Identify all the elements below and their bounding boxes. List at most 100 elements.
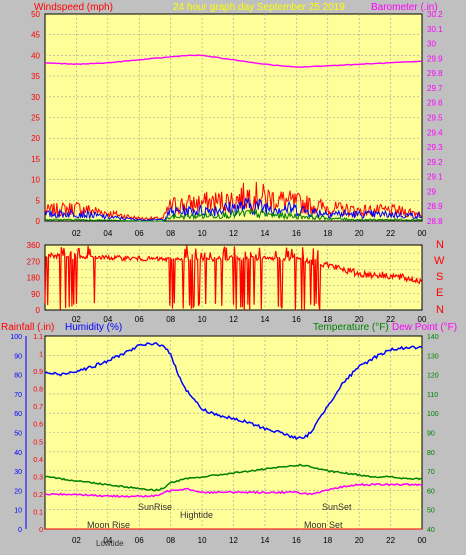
x-tick-label: 16: [292, 315, 301, 324]
direction-series: [44, 245, 423, 310]
x-tick-label: 20: [355, 536, 364, 545]
wind-axis-ticks: 0 5 10 15 20 25 30 35 40 45 50: [31, 10, 40, 226]
rain-tick-label: 0.7: [33, 404, 43, 411]
wind-tick-label: 30: [31, 93, 40, 102]
temp-tick-label: 90: [427, 431, 435, 438]
dewpoint-label: Dew Point (°F): [392, 322, 457, 333]
annotation-hightide: Hightide: [180, 510, 213, 520]
baro-tick-label: 30.1: [427, 25, 443, 34]
compass-e: E: [436, 287, 443, 299]
wind-baro-grid: [45, 14, 422, 221]
baro-tick-label: 29.5: [427, 114, 443, 123]
barometer-series: [44, 54, 422, 68]
direction-tick-label: 360: [27, 241, 41, 250]
x-tick-label: 04: [103, 315, 112, 324]
x-tick-label: 22: [386, 229, 395, 238]
x-tick-label: 10: [198, 536, 207, 545]
baro-tick-label: 29.2: [427, 158, 443, 167]
x-tick-label: 12: [229, 315, 238, 324]
x-tick-label: 12: [229, 229, 238, 238]
x-tick-label: 18: [323, 315, 332, 324]
baro-tick-label: 29.3: [427, 143, 443, 152]
baro-tick-label: 29.6: [427, 99, 443, 108]
x-tick-label: 06: [135, 536, 144, 545]
temp-tick-label: 60: [427, 488, 435, 495]
wind-tick-label: 45: [31, 31, 40, 40]
x-tick-label: 04: [103, 229, 112, 238]
baro-tick-label: 29.8: [427, 69, 443, 78]
rain-tick-label: 0.8: [33, 387, 43, 394]
rain-tick-label: 0.4: [33, 457, 43, 464]
temp-tick-label: 120: [427, 373, 439, 380]
x-tick-label: 10: [198, 229, 207, 238]
humidity-tick-label: 100: [10, 334, 22, 341]
rainfall-label: Rainfall (.in): [1, 322, 54, 333]
wind-tick-label: 25: [31, 114, 40, 123]
humidity-temp-series: [44, 342, 423, 530]
baro-tick-label: 29.7: [427, 84, 443, 93]
rain-tick-label: 0.6: [33, 422, 43, 429]
x-tick-label: 20: [355, 229, 364, 238]
x-tick-label: 06: [135, 315, 144, 324]
x-tick-label: 02: [72, 536, 81, 545]
direction-line: [44, 245, 423, 310]
humidity-tick-label: 60: [14, 411, 22, 418]
compass-n-top: N: [436, 239, 444, 251]
direction-axis-ticks: 0 90 180 270 360: [27, 241, 41, 315]
rain-tick-label: 0.3: [33, 474, 43, 481]
x-tick-label: 02: [72, 229, 81, 238]
direction-tick-label: 270: [27, 257, 41, 266]
humidity-tick-label: 20: [14, 488, 22, 495]
temp-tick-label: 100: [427, 411, 439, 418]
baro-axis-ticks: 28.8 28.9 29 29.1 29.2 29.3 29.4 29.5 29.6 29.7 29…: [427, 10, 443, 226]
annotation-lowtide: Lowtide: [96, 539, 124, 548]
baro-tick-label: 30: [427, 40, 436, 49]
humidity-tick-label: 40: [14, 450, 22, 457]
rain-tick-label: 1: [39, 352, 43, 359]
wind-tick-label: 15: [31, 155, 40, 164]
x-tick-label: 14: [260, 536, 269, 545]
direction-tick-label: 90: [31, 290, 40, 299]
temp-axis-ticks: 40 50 60 70 80 90 100 110 120 130 140: [427, 334, 439, 534]
wind-x-ticks: 02 04 06 08 10 12 14 16 18 20 22 00: [72, 229, 427, 238]
wind-tick-label: 20: [31, 134, 40, 143]
rain-tick-label: 1.1: [33, 334, 43, 341]
temp-tick-label: 110: [427, 392, 438, 399]
temp-tick-label: 50: [427, 508, 435, 515]
baro-tick-label: 29.1: [427, 173, 443, 182]
x-tick-label: 04: [103, 536, 112, 545]
direction-tick-label: 0: [36, 306, 41, 315]
compass-n-bottom: N: [436, 304, 444, 316]
temperature-line: [44, 463, 423, 492]
annotation-sunset: SunSet: [322, 502, 352, 512]
x-tick-label: 00: [418, 536, 427, 545]
humidity-tick-label: 70: [14, 392, 22, 399]
baro-tick-label: 28.8: [427, 217, 443, 226]
wind-average-line: [44, 197, 423, 222]
x-tick-label: 16: [292, 229, 301, 238]
temp-tick-label: 40: [427, 527, 435, 534]
temp-tick-label: 130: [427, 353, 439, 360]
x-tick-label: 22: [386, 536, 395, 545]
baro-tick-label: 28.9: [427, 202, 443, 211]
wind-low-line: [44, 207, 423, 222]
temp-tick-label: 80: [427, 450, 435, 457]
annotation-moonrise: Moon Rise: [87, 520, 130, 530]
rain-tick-label: 0.5: [33, 439, 43, 446]
direction-x-ticks: 02 04 06 08 10 12 14 16 18 20 22 00: [72, 315, 427, 324]
x-tick-label: 20: [355, 315, 364, 324]
wind-tick-label: 50: [31, 10, 40, 19]
wind-tick-label: 5: [36, 196, 41, 205]
humidity-label: Humidity (%): [65, 322, 122, 333]
humidity-tick-label: 80: [14, 373, 22, 380]
baro-tick-label: 29.4: [427, 128, 443, 137]
humidity-tick-label: 50: [14, 431, 22, 438]
humidity-tick-label: 90: [14, 353, 22, 360]
temp-tick-label: 70: [427, 469, 435, 476]
barometer-line: [44, 54, 422, 68]
windspeed-label: Windspeed (mph): [34, 2, 113, 13]
